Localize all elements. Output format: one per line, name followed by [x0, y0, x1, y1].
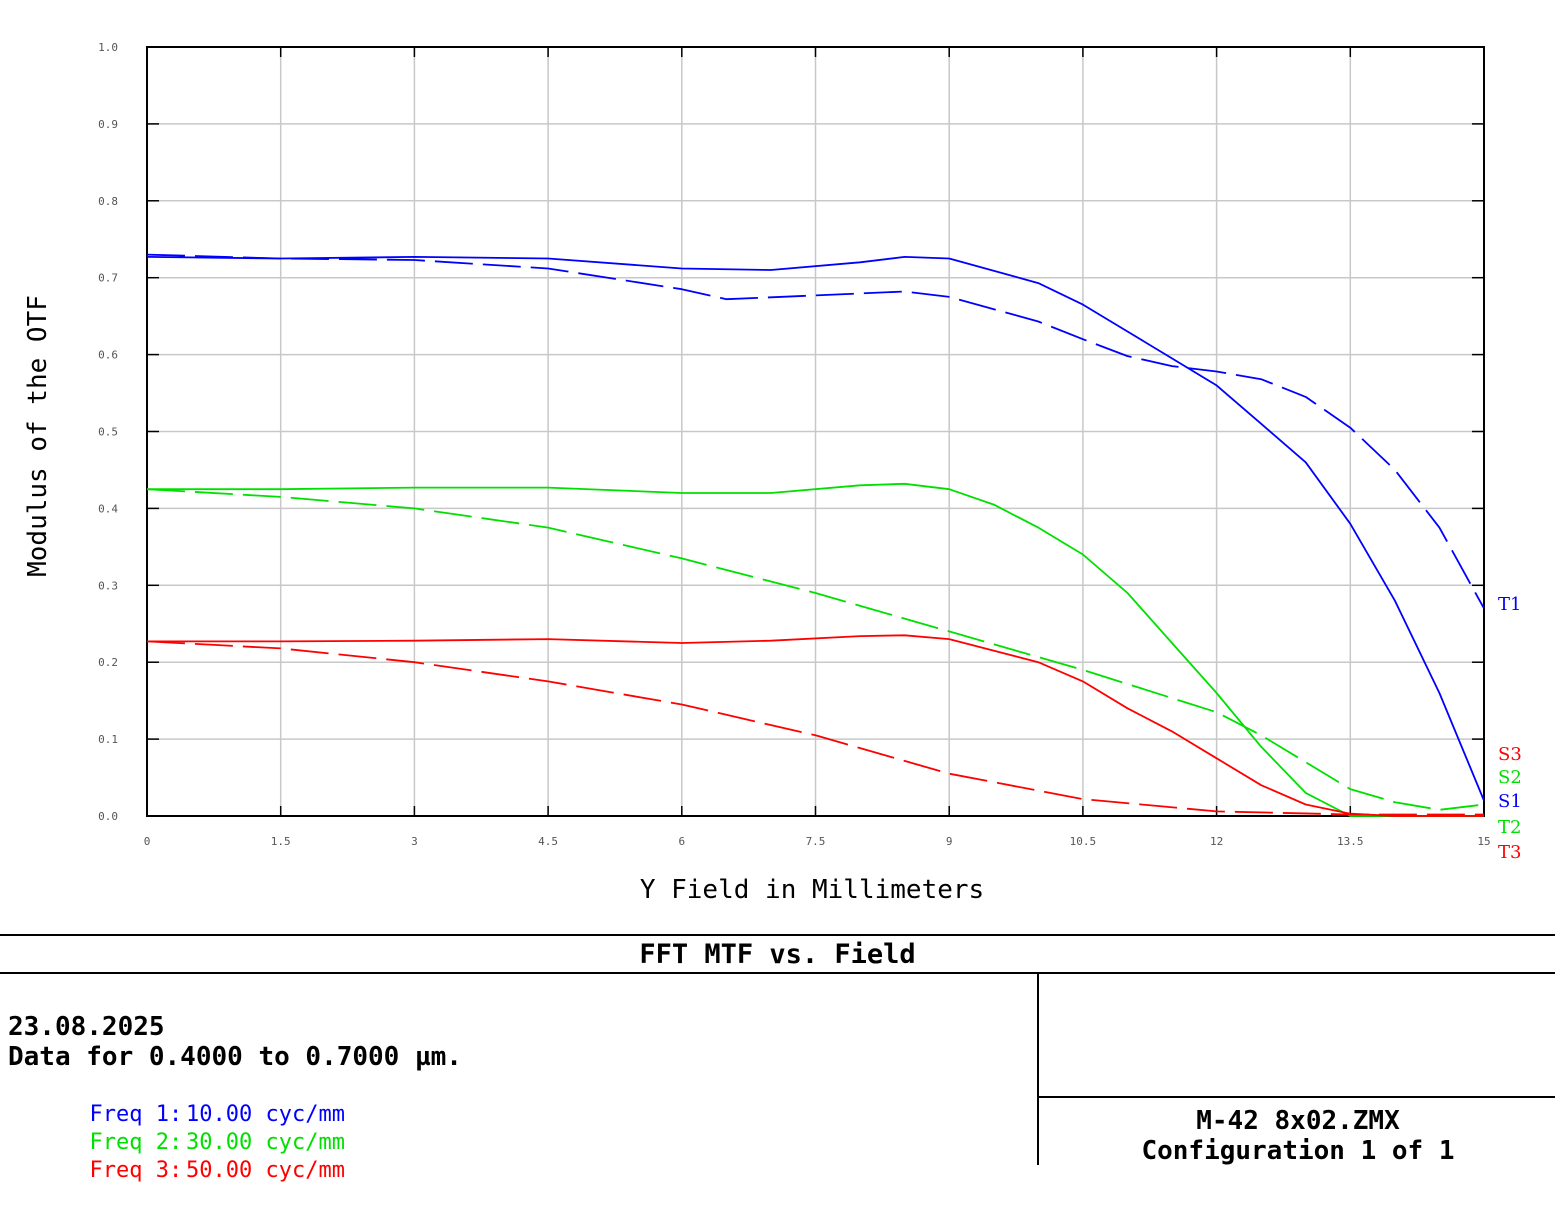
plot-frame: [146, 46, 1485, 817]
y-tick-label: 1.0: [98, 41, 118, 54]
series-t2-line: [147, 482, 1484, 817]
x-tick-label: 3: [411, 835, 418, 848]
y-axis-label: Modulus of the OTF: [23, 295, 53, 577]
end-label-t1: T1: [1498, 594, 1521, 615]
x-tick-label: 7.5: [806, 835, 826, 848]
freq-1-label: Freq 1:: [89, 1102, 183, 1127]
y-tick-label: 0.4: [98, 502, 118, 515]
y-tick-label: 0.9: [98, 118, 118, 131]
freq-3-label: Freq 3:: [89, 1158, 183, 1183]
chart-grid: [146, 46, 1485, 817]
y-tick-label: 0.1: [98, 733, 118, 746]
series-lines: [146, 253, 1485, 817]
x-tick-labels: 0 1.5 3 4.5 6 7.5 9 10.5 12 13.5 15: [144, 835, 1491, 848]
y-tick-label: 0.0: [98, 810, 118, 823]
x-tick-label: 0: [144, 835, 151, 848]
footer-title: FFT MTF vs. Field: [0, 934, 1555, 974]
configuration-text: Configuration 1 of 1: [1141, 1136, 1455, 1166]
mtf-chart: 0 1.5 3 4.5 6 7.5 9 10.5 12 13.5 15 0.00.10.20.30.…: [23, 41, 1522, 905]
series-s2-line: [146, 488, 1485, 811]
x-tick-label: 10.5: [1070, 835, 1097, 848]
y-tick-labels: 0.0 0.1 0.2 0.3 0.4 0.5 0.6 0.7 0.8 0.9 1.0: [98, 41, 118, 823]
x-tick-label: 6: [678, 835, 685, 848]
freq-1-value: 10.00 cyc/mm: [186, 1102, 345, 1127]
end-label-s3: S3: [1498, 744, 1522, 765]
x-tick-label: 12: [1210, 835, 1223, 848]
y-tick-label: 0.8: [98, 195, 118, 208]
freq-3-line: Freq 3: 50.00 cyc/mm: [10, 1132, 344, 1210]
data-range-text: Data for 0.4000 to 0.7000 µm.: [8, 1042, 462, 1072]
x-tick-label: 4.5: [538, 835, 558, 848]
y-tick-label: 0.3: [98, 579, 118, 592]
footer-divider: [1039, 1096, 1555, 1098]
freq-2-line: Freq 2: 30.00 cyc/mm: [10, 1104, 344, 1182]
y-tick-label: 0.5: [98, 426, 118, 439]
end-label-t2: T2: [1498, 817, 1521, 838]
series-t3-line: [147, 634, 1484, 817]
y-tick-label: 0.6: [98, 349, 118, 362]
footer-info: 23.08.2025 Data for 0.4000 to 0.7000 µm.…: [0, 974, 1037, 1183]
x-tick-label: 1.5: [271, 835, 291, 848]
y-tick-label: 0.2: [98, 656, 118, 669]
end-label-s1: S1: [1498, 791, 1522, 812]
file-name: M-42 8x02.ZMX: [1196, 1106, 1400, 1136]
y-tick-label: 0.7: [98, 272, 118, 285]
end-label-s2: S2: [1498, 767, 1522, 788]
footer-file-info: M-42 8x02.ZMX Configuration 1 of 1: [1037, 974, 1555, 1166]
freq-3-value: 50.00 cyc/mm: [186, 1158, 345, 1183]
series-s1-line: [146, 253, 1485, 609]
x-tick-label: 15: [1477, 835, 1490, 848]
x-axis-label: Y Field in Millimeters: [640, 875, 984, 905]
freq-1-line: Freq 1: 10.00 cyc/mm: [10, 1076, 344, 1154]
footer-panel: FFT MTF vs. Field 23.08.2025 Data for 0.…: [0, 934, 1555, 1183]
end-label-t3: T3: [1498, 842, 1521, 863]
series-t1-line: [146, 255, 1485, 801]
series-s3-line: [146, 640, 1484, 816]
x-tick-label: 13.5: [1337, 835, 1364, 848]
freq-2-value: 30.00 cyc/mm: [186, 1130, 345, 1155]
x-tick-label: 9: [946, 835, 953, 848]
freq-2-label: Freq 2:: [89, 1130, 183, 1155]
date-text: 23.08.2025: [8, 1012, 165, 1042]
